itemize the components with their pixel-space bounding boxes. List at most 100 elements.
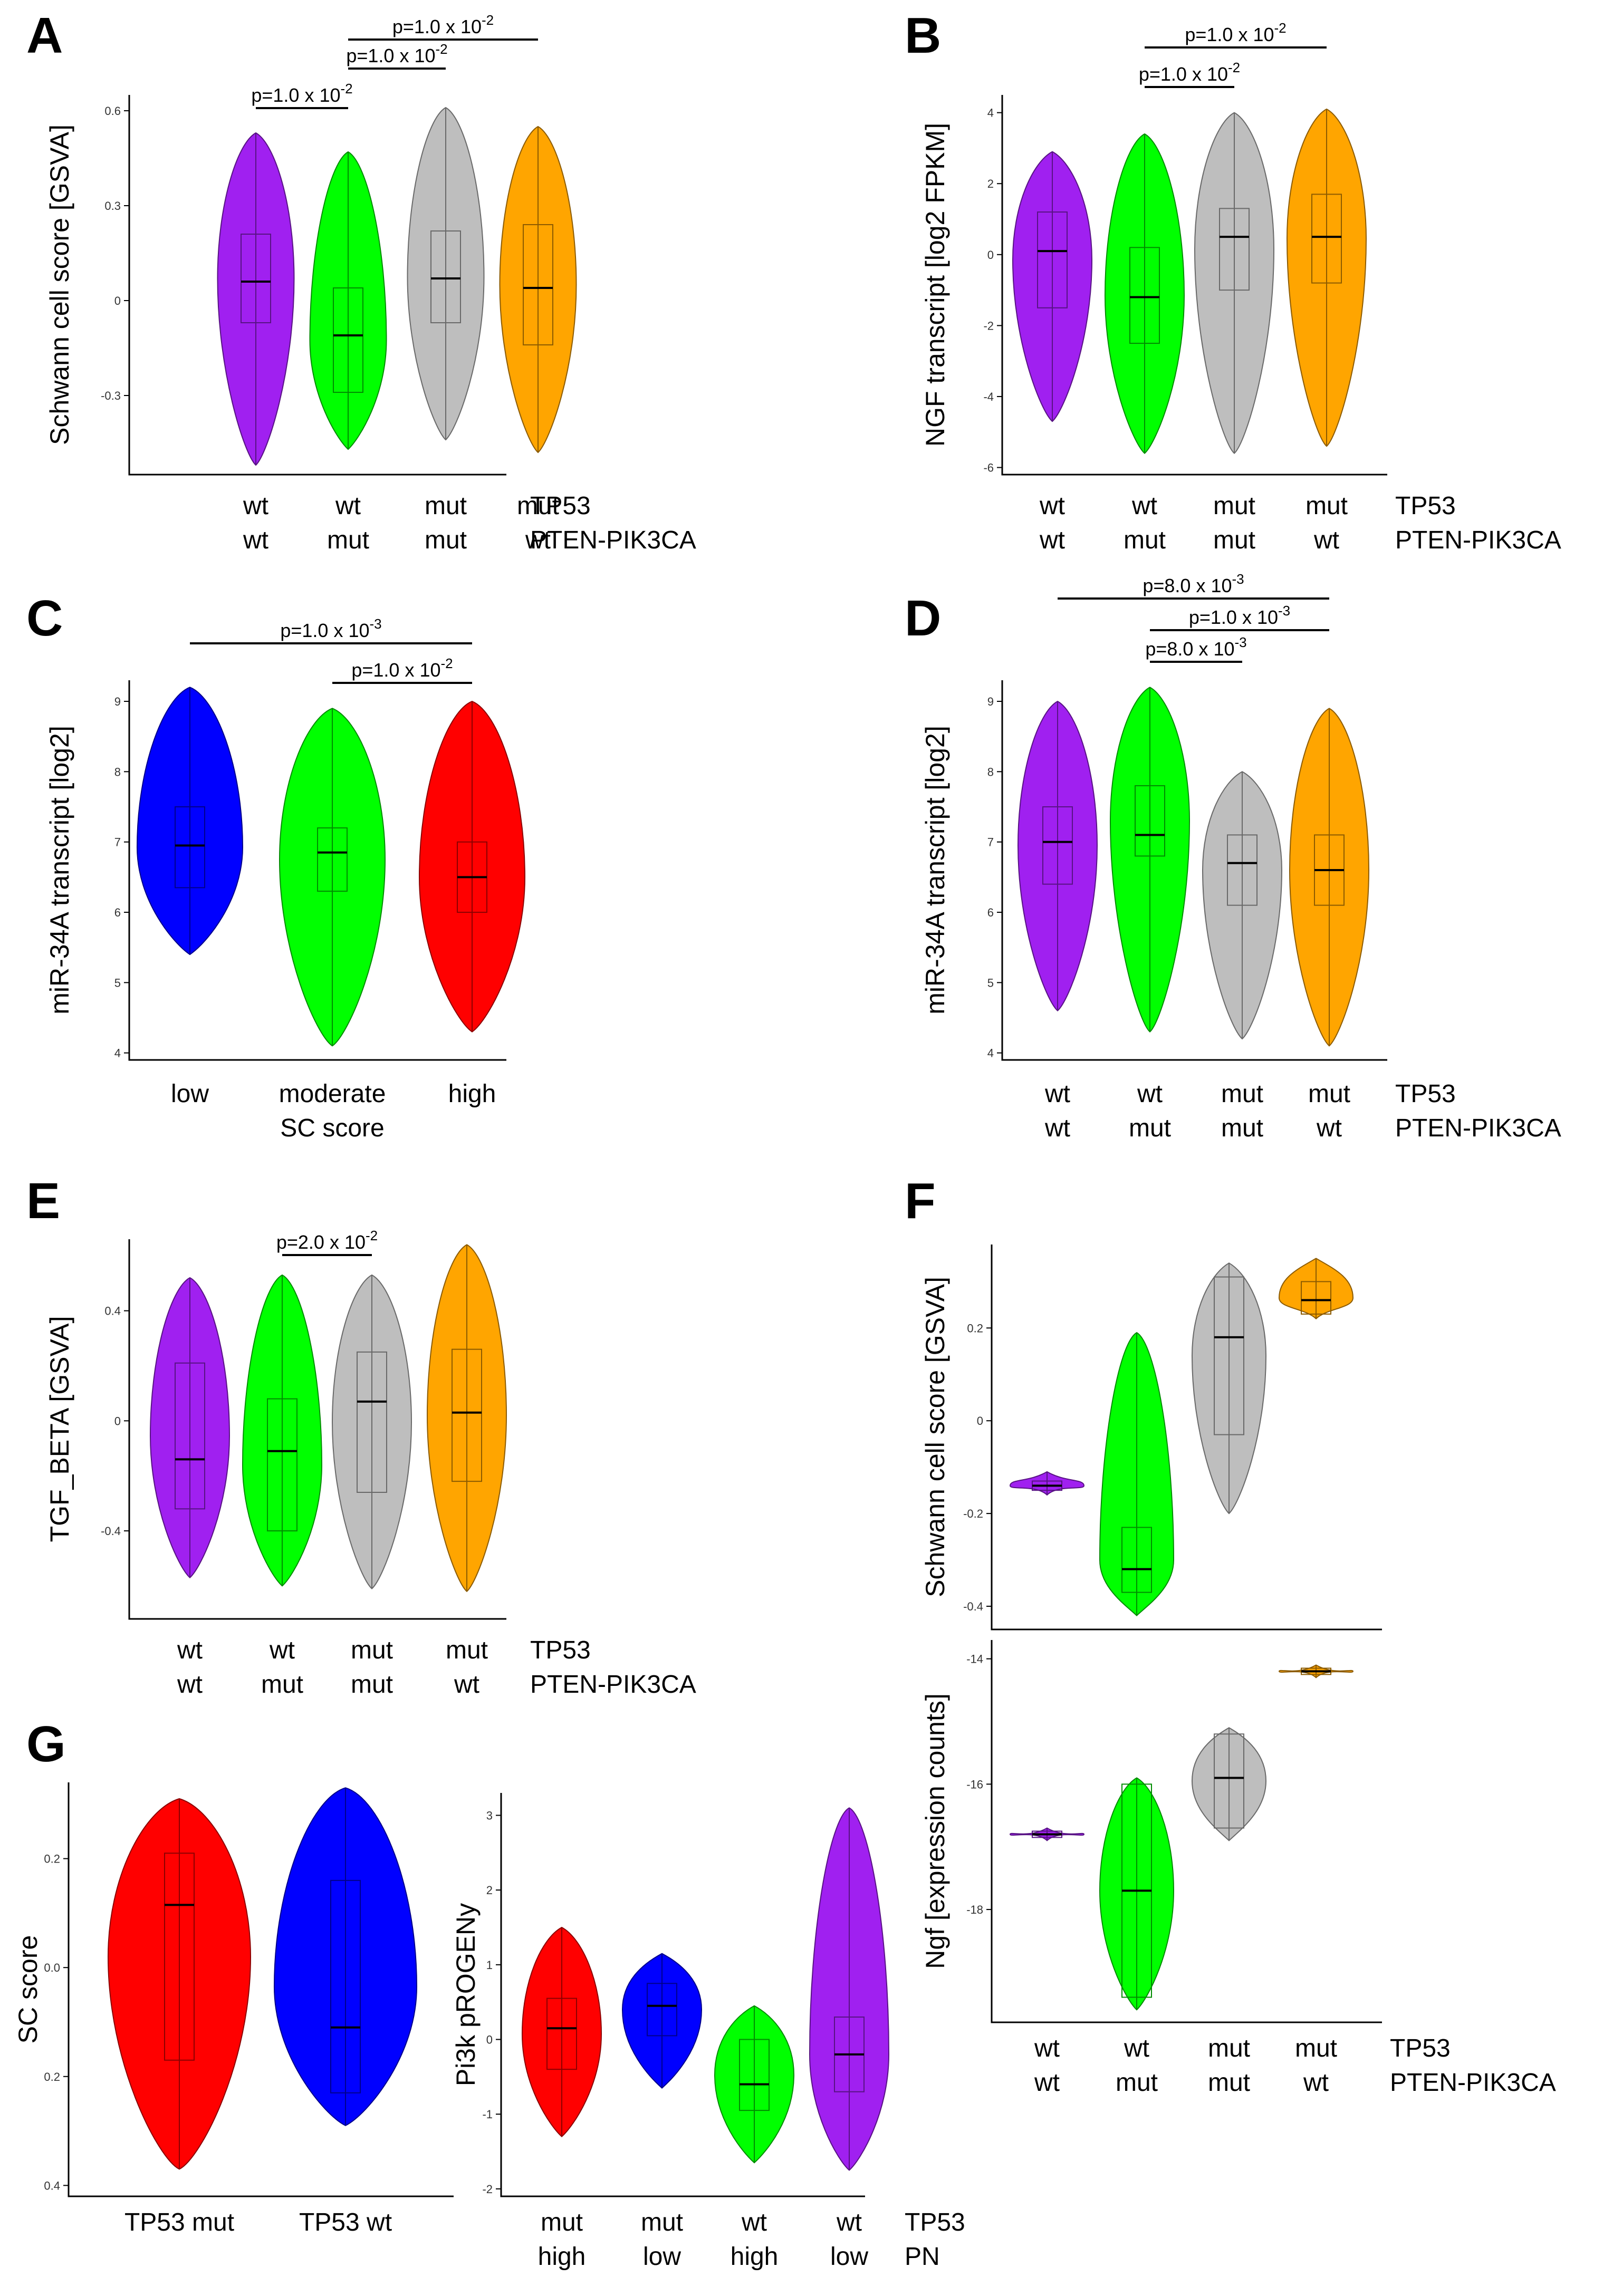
row-label: TP53 xyxy=(530,492,591,520)
x-category-label: high xyxy=(731,2243,779,2271)
pvalue-label: p=1.0 x 10-3 xyxy=(280,616,381,641)
x-category-label: mut xyxy=(327,526,369,554)
x-category-label: wt xyxy=(335,492,361,520)
pvalue-label: p=8.0 x 10-3 xyxy=(1145,634,1246,660)
y-tick-label: 1 xyxy=(486,1959,493,1972)
x-category-label: mut xyxy=(425,492,467,520)
pvalue-label: p=1.0 x 10-2 xyxy=(351,655,453,681)
x-category-label: wt xyxy=(177,1671,203,1699)
y-tick-label: 2 xyxy=(486,1884,493,1897)
y-tick-label: 0 xyxy=(486,2033,493,2047)
pvalue-label: p=1.0 x 10-2 xyxy=(1139,60,1240,85)
row-label: PTEN-PIK3CA xyxy=(530,526,696,554)
box xyxy=(267,1398,297,1532)
x-category-label: mut xyxy=(1116,2069,1158,2097)
pvalue-exponent: -3 xyxy=(1232,571,1244,587)
x-category-label: TP53 wt xyxy=(299,2208,392,2236)
box xyxy=(1227,834,1258,906)
y-tick-label: 0 xyxy=(977,1414,983,1427)
chart-c: 9 8 7 6 5 4 miR-34A transcript [log2] low modera… xyxy=(45,616,526,1142)
box xyxy=(175,806,205,889)
chart-g-right: 3 2 1 0 -1 -2 Pi3k pROGENy mut high mut low wt high w… xyxy=(451,1793,965,2271)
box xyxy=(317,827,348,892)
pvalue-base: p=8.0 x 10 xyxy=(1143,575,1232,596)
box xyxy=(430,230,461,323)
x-category-label: wt xyxy=(1044,1080,1070,1108)
chart-e: 0.4 0 -0.4 TGF_BETA [GSVA] wt wt wt mut mut mut mu… xyxy=(45,1228,696,1699)
y-tick-label: -0.4 xyxy=(963,1600,983,1613)
y-tick-label: 0 xyxy=(987,248,994,262)
x-category-label: mut xyxy=(1308,1080,1350,1108)
axis-frame-c xyxy=(128,680,506,1061)
x-category-label: moderate xyxy=(279,1080,386,1108)
axis-frame-a xyxy=(128,95,506,476)
y-tick-label: 6 xyxy=(114,906,121,919)
panel-label-c: C xyxy=(26,590,63,647)
y-tick-label: -0.3 xyxy=(101,389,121,402)
panel-label-a: A xyxy=(26,7,63,64)
x-category-label: wt xyxy=(1039,492,1065,520)
y-tick-label: -2 xyxy=(983,319,994,332)
pvalue-base: p=1.0 x 10 xyxy=(351,659,440,681)
x-category-label: mut xyxy=(351,1636,393,1664)
row-label: PTEN-PIK3CA xyxy=(1395,526,1561,554)
row-label: PTEN-PIK3CA xyxy=(1395,1114,1561,1142)
chart-d: 9 8 7 6 5 4 miR-34A transcript [log2] wt wt wt mut… xyxy=(920,571,1561,1142)
pvalue-exponent: -2 xyxy=(1228,60,1240,75)
x-category-label: mut xyxy=(1306,492,1348,520)
x-category-label: wt xyxy=(1034,2069,1060,2097)
row-label: TP53 xyxy=(1395,492,1456,520)
pvalue-base: p=1.0 x 10 xyxy=(346,45,435,66)
box xyxy=(1219,208,1250,291)
y-axis-title: miR-34A transcript [log2] xyxy=(920,726,950,1014)
plots-layer: 0.6 0.3 0 -0.3 Schwann cell score [GSVA] wt wt… xyxy=(13,12,1561,2271)
y-tick-label: 0.3 xyxy=(104,199,121,213)
x-category-label: low xyxy=(171,1080,209,1108)
y-tick-label: -14 xyxy=(966,1653,983,1666)
pvalue-base: p=1.0 x 10 xyxy=(1139,63,1228,85)
y-tick-label: 7 xyxy=(114,836,121,849)
x-category-label: mut xyxy=(1213,492,1255,520)
axis-frame-g-right xyxy=(500,1793,865,2197)
panel-label-f: F xyxy=(905,1173,936,1229)
pvalue-label: p=1.0 x 10-2 xyxy=(392,12,494,37)
y-tick-label: 6 xyxy=(987,906,994,919)
x-category-label: wt xyxy=(1044,1114,1070,1142)
box xyxy=(452,1348,482,1482)
pvalue-label: p=1.0 x 10-3 xyxy=(1189,603,1290,628)
x-axis-title: SC score xyxy=(280,1114,384,1142)
panel-label-g: G xyxy=(26,1716,66,1772)
y-tick-label: 0.2 xyxy=(967,1321,983,1335)
box xyxy=(1121,1527,1152,1593)
row-label: PTEN-PIK3CA xyxy=(1390,2069,1556,2097)
x-category-label: mut xyxy=(425,526,467,554)
box xyxy=(739,2039,770,2111)
box xyxy=(330,1879,361,2094)
axis-frame-e xyxy=(128,1239,506,1620)
y-tick-label: 4 xyxy=(987,107,994,120)
x-category-label: wt xyxy=(741,2208,767,2236)
pvalue-label: p=8.0 x 10-3 xyxy=(1143,571,1244,596)
pvalue-base: p=2.0 x 10 xyxy=(276,1231,366,1253)
x-category-label: mut xyxy=(641,2208,683,2236)
x-category-label: mut xyxy=(261,1671,303,1699)
x-category-label: wt xyxy=(454,1671,479,1699)
row-label: PN xyxy=(905,2243,940,2271)
y-axis-title: Ngf [expression counts] xyxy=(920,1693,950,1969)
y-tick-label: 0.2 xyxy=(44,2070,60,2083)
pvalue-base: p=1.0 x 10 xyxy=(1189,606,1278,628)
y-tick-label: -6 xyxy=(983,461,994,475)
pvalue-exponent: -2 xyxy=(1274,20,1287,36)
axis-frame-f-top xyxy=(991,1245,1382,1631)
pvalue-exponent: -2 xyxy=(482,12,494,28)
pvalue-base: p=1.0 x 10 xyxy=(1185,24,1274,45)
x-category-label: wt xyxy=(1313,526,1339,554)
pvalue-label: p=1.0 x 10-2 xyxy=(1185,20,1286,45)
y-axis-title: NGF transcript [log2 FPKM] xyxy=(920,123,950,447)
pvalue-label: p=1.0 x 10-2 xyxy=(251,81,352,106)
box xyxy=(1129,247,1160,344)
pvalue-exponent: -3 xyxy=(1235,634,1247,650)
y-axis-title: miR-34A transcript [log2] xyxy=(45,726,74,1014)
y-tick-label: -0.4 xyxy=(101,1525,121,1538)
y-tick-label: 8 xyxy=(987,765,994,778)
